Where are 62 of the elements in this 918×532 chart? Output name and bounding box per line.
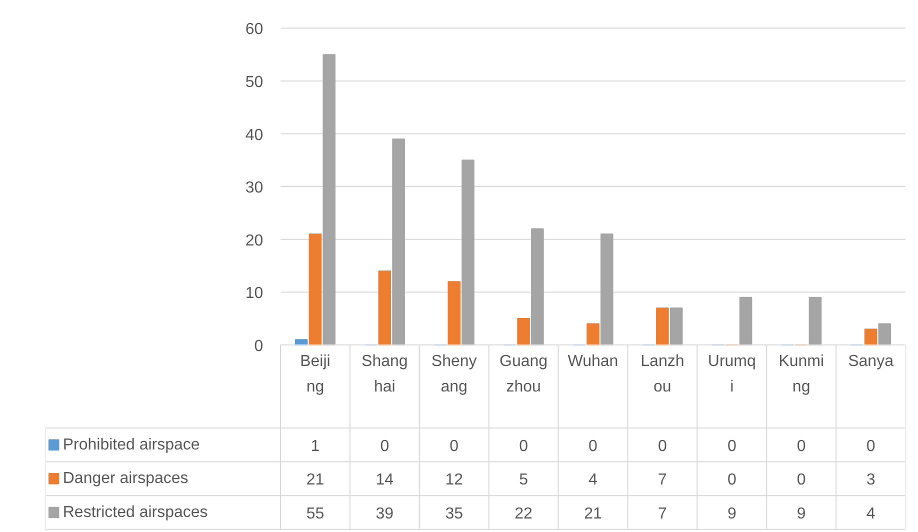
data-label: 55	[306, 506, 324, 523]
data-label: 0	[450, 438, 459, 455]
data-label: 22	[514, 506, 533, 523]
y-tick-label: 40	[245, 126, 264, 144]
data-label: 12	[445, 472, 464, 489]
bar	[448, 281, 461, 346]
bar	[517, 318, 530, 346]
y-tick-label: 0	[254, 338, 264, 355]
data-label: 0	[866, 438, 876, 455]
data-label: 0	[796, 472, 806, 489]
bar	[378, 270, 392, 346]
data-label: 21	[584, 506, 602, 523]
x-tick-label: Shanghai	[362, 353, 408, 396]
data-label: 0	[796, 438, 806, 455]
bar	[656, 307, 669, 346]
data-label: 3	[866, 472, 876, 489]
bar	[586, 323, 600, 346]
data-label: 4	[588, 472, 598, 489]
bar	[670, 307, 683, 346]
data-label: 0	[658, 438, 667, 455]
data-label: 0	[380, 438, 390, 455]
y-tick-label: 60	[245, 21, 264, 38]
legend-label: Prohibited airspace	[62, 436, 200, 454]
bar	[600, 234, 614, 346]
data-label: 0	[727, 438, 736, 455]
x-tick-label: Guangzhou	[500, 353, 548, 396]
data-label: 7	[658, 472, 667, 489]
data-label: 7	[658, 506, 667, 523]
bar	[462, 160, 474, 346]
data-label: 0	[588, 438, 598, 455]
x-tick-label: Shenyang	[431, 353, 477, 396]
x-tick-label: Sanya	[848, 353, 894, 370]
bar	[864, 328, 878, 346]
data-label: 9	[796, 506, 806, 523]
data-label: 39	[376, 506, 394, 523]
data-label: 0	[727, 472, 736, 489]
data-label: 21	[306, 472, 324, 489]
data-label: 14	[376, 472, 394, 489]
legend-label: Restricted airspaces	[62, 504, 208, 522]
x-tick-label: Wuhan	[568, 353, 618, 370]
bar	[878, 323, 892, 346]
y-tick-label: 30	[245, 180, 264, 197]
y-tick-label: 10	[245, 285, 264, 302]
y-tick-label: 50	[245, 74, 264, 91]
bar	[322, 54, 336, 346]
bar	[739, 296, 752, 346]
x-tick-label: Lanzhou	[640, 353, 684, 396]
data-label: 0	[519, 438, 528, 455]
bar	[531, 228, 544, 346]
x-tick-label: Urumqi	[708, 353, 756, 396]
data-label: 4	[866, 506, 876, 523]
bar	[392, 138, 405, 346]
data-label: 5	[519, 472, 528, 489]
data-label: 1	[310, 438, 320, 455]
data-label: 35	[445, 506, 464, 523]
data-label: 9	[727, 506, 736, 523]
bar	[308, 234, 322, 346]
x-tick-label: Beijing	[300, 353, 330, 396]
legend-label: Danger airspaces	[62, 470, 188, 488]
y-tick-label: 20	[245, 232, 264, 250]
x-tick-label: Kunming	[778, 353, 824, 396]
bar	[808, 296, 822, 346]
